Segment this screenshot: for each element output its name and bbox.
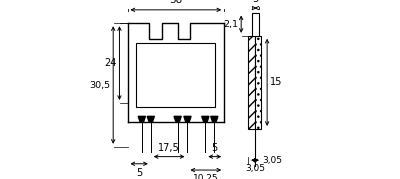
- Text: 30,5: 30,5: [90, 81, 111, 90]
- Polygon shape: [202, 116, 209, 122]
- Polygon shape: [147, 116, 154, 122]
- Polygon shape: [138, 116, 146, 122]
- Polygon shape: [184, 116, 191, 122]
- Bar: [136, 43, 215, 107]
- Text: 10,25: 10,25: [193, 174, 219, 179]
- Text: 2,1: 2,1: [224, 20, 238, 29]
- Text: 3,05: 3,05: [263, 156, 283, 165]
- Text: 3,05: 3,05: [245, 164, 265, 173]
- Bar: [252, 13, 260, 36]
- Text: 5: 5: [212, 143, 218, 153]
- Bar: [256, 36, 261, 129]
- Text: 17,5: 17,5: [158, 143, 180, 153]
- Text: 5: 5: [252, 0, 259, 4]
- Text: 38: 38: [169, 0, 182, 5]
- Polygon shape: [211, 116, 218, 122]
- Bar: [248, 36, 256, 129]
- Text: 24: 24: [104, 58, 116, 68]
- Text: 15: 15: [270, 77, 282, 87]
- Text: 5: 5: [136, 168, 142, 178]
- Polygon shape: [174, 116, 181, 122]
